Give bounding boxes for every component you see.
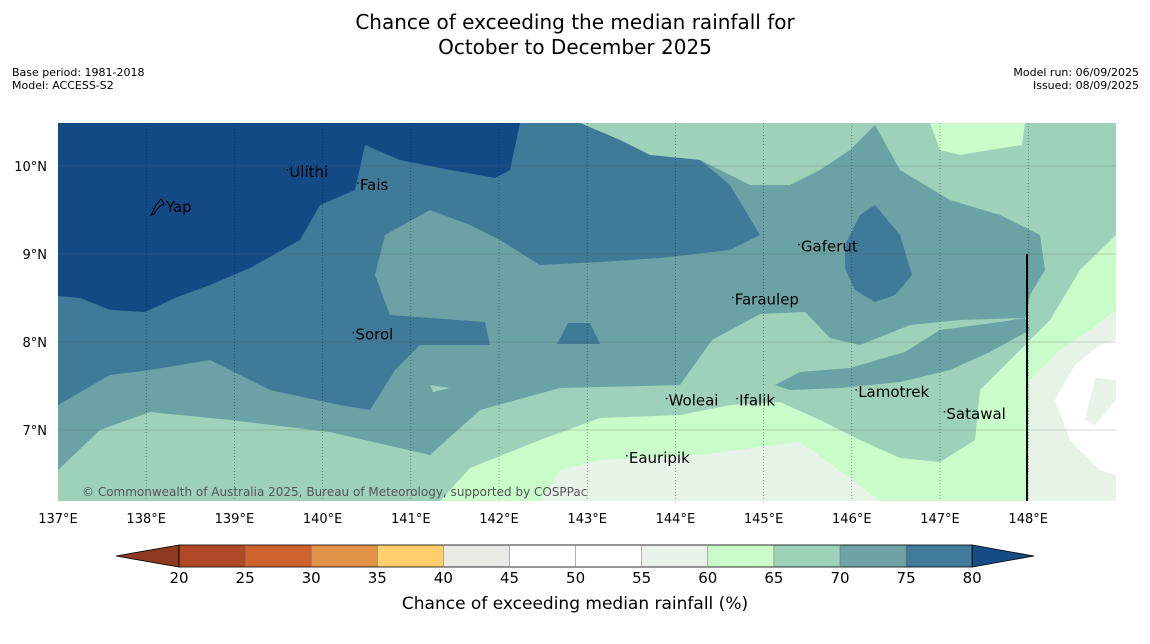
lon-tick-label: 147°E bbox=[920, 512, 960, 527]
lon-tick-label: 141°E bbox=[391, 512, 431, 527]
colorbar-tick-label: 50 bbox=[566, 569, 586, 587]
band-75-80-inset bbox=[557, 323, 600, 344]
place-marker bbox=[352, 331, 355, 334]
lat-tick-label: 9°N bbox=[23, 248, 48, 263]
colorbar bbox=[115, 544, 1035, 568]
title-line-2: October to December 2025 bbox=[438, 35, 712, 59]
colorbar-tick-label: 40 bbox=[433, 569, 453, 587]
colorbar-over-arrow bbox=[971, 544, 1035, 568]
colorbar-tick-label: 35 bbox=[367, 569, 387, 587]
colorbar-tick-label: 25 bbox=[235, 569, 255, 587]
colorbar-tick-label: 65 bbox=[764, 569, 784, 587]
place-marker bbox=[286, 169, 289, 171]
band-65-70 bbox=[58, 123, 1116, 501]
colorbar-segment bbox=[311, 545, 378, 567]
colorbar-segment bbox=[443, 545, 510, 567]
lat-tick-label: 7°N bbox=[23, 424, 48, 439]
colorbar-segment bbox=[575, 545, 643, 567]
place-label: Gaferut bbox=[801, 238, 858, 256]
lat-tick-label: 10°N bbox=[14, 160, 47, 175]
lon-tick-label: 139°E bbox=[215, 512, 255, 527]
base-period: Base period: 1981-2018 bbox=[12, 66, 145, 79]
place-marker bbox=[665, 397, 668, 400]
lon-tick-label: 146°E bbox=[832, 512, 872, 527]
colorbar-tick-label: 20 bbox=[169, 569, 189, 587]
lon-tick-label: 143°E bbox=[567, 512, 607, 527]
place-marker bbox=[855, 389, 858, 391]
place-label: Eauripik bbox=[629, 449, 690, 467]
colorbar-segment bbox=[377, 545, 444, 567]
place-label: Ifalik bbox=[739, 392, 775, 410]
lon-tick-label: 142°E bbox=[479, 512, 519, 527]
yap-island-glyph bbox=[150, 198, 165, 216]
colorbar-segment bbox=[245, 545, 312, 567]
lon-tick-label: 145°E bbox=[744, 512, 784, 527]
colorbar-segment bbox=[509, 545, 577, 567]
band-65-70-south bbox=[58, 430, 100, 501]
colorbar-tick-label: 70 bbox=[830, 569, 850, 587]
colorbar-under-arrow bbox=[115, 544, 180, 568]
model-name: Model: ACCESS-S2 bbox=[12, 79, 114, 92]
band-55-60-hole bbox=[1085, 378, 1116, 425]
colorbar-tick-label: 30 bbox=[301, 569, 321, 587]
lat-tick-label: 8°N bbox=[23, 336, 48, 351]
colorbar-tick-label: 80 bbox=[962, 569, 982, 587]
place-label: Lamotrek bbox=[858, 383, 929, 401]
place-label: Fais bbox=[360, 176, 389, 194]
band-60-65 bbox=[440, 235, 1116, 501]
place-labels: Yap Ulithi Fais Gaferut Faraulep Sorol Woleai I… bbox=[163, 163, 1006, 467]
place-marker bbox=[798, 243, 800, 246]
colorbar-segment bbox=[641, 545, 709, 567]
lon-tick-label: 144°E bbox=[656, 512, 696, 527]
place-label: Sorol bbox=[355, 326, 393, 344]
place-label: Ulithi bbox=[289, 163, 328, 181]
colorbar-tick-label: 60 bbox=[698, 569, 718, 587]
model-run: Model run: 06/09/2025 bbox=[1013, 66, 1139, 79]
colorbar-tick-label: 55 bbox=[632, 569, 652, 587]
copyright-text: © Commonwealth of Australia 2025, Bureau… bbox=[82, 485, 587, 499]
colorbar-segment bbox=[840, 545, 907, 567]
colorbar-segment bbox=[707, 545, 775, 567]
lon-tick-label: 138°E bbox=[126, 512, 166, 527]
lon-tick-label: 137°E bbox=[38, 512, 78, 527]
title-line-1: Chance of exceeding the median rainfall … bbox=[355, 10, 795, 34]
graticule bbox=[58, 123, 1116, 501]
place-marker bbox=[357, 182, 359, 184]
colorbar-segment bbox=[179, 545, 246, 567]
place-label: Yap bbox=[165, 198, 192, 216]
place-marker bbox=[736, 397, 738, 400]
place-marker bbox=[943, 411, 946, 413]
colorbar-title: Chance of exceeding median rainfall (%) bbox=[401, 594, 749, 614]
longitude-ticks: 137°E 138°E 139°E 140°E 141°E 142°E 143°E 144°E… bbox=[38, 512, 1048, 527]
band-75-80-lamotrek bbox=[775, 318, 1030, 390]
colorbar-segment bbox=[906, 545, 973, 567]
chart-title: Chance of exceeding the median rainfall … bbox=[0, 10, 1150, 60]
band-60-65-north bbox=[930, 123, 1025, 155]
band-50-55 bbox=[1055, 340, 1116, 475]
band-75-80-blob bbox=[845, 205, 912, 302]
colorbar-segment bbox=[773, 545, 841, 567]
place-marker bbox=[626, 455, 628, 457]
place-label: Woleai bbox=[669, 392, 719, 410]
latitude-ticks: 10°N 9°N 8°N 7°N bbox=[14, 160, 47, 439]
band-55-60 bbox=[540, 442, 880, 501]
place-label: Satawal bbox=[946, 405, 1005, 423]
place-marker bbox=[731, 296, 734, 299]
lon-tick-label: 140°E bbox=[303, 512, 343, 527]
issued-date: Issued: 08/09/2025 bbox=[1032, 79, 1139, 92]
band-above-80 bbox=[58, 123, 520, 312]
meta-left: Base period: 1981-2018 Model: ACCESS-S2 bbox=[12, 66, 144, 92]
lon-tick-label: 148°E bbox=[1008, 512, 1048, 527]
place-label: Faraulep bbox=[735, 290, 799, 308]
meta-right: Model run: 06/09/2025 Issued: 08/09/2025 bbox=[1013, 66, 1139, 92]
colorbar-tick-label: 45 bbox=[499, 569, 520, 587]
band-65-70-spot bbox=[430, 385, 450, 392]
colorbar-tick-label: 75 bbox=[896, 569, 916, 587]
place-marker bbox=[163, 204, 165, 206]
